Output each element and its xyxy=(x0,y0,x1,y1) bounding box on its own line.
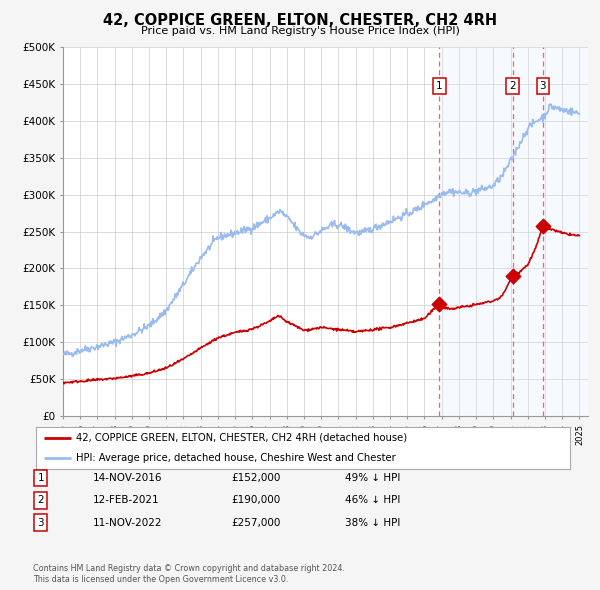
Point xyxy=(434,299,444,309)
Text: 38% ↓ HPI: 38% ↓ HPI xyxy=(345,518,400,527)
Text: 46% ↓ HPI: 46% ↓ HPI xyxy=(345,496,400,505)
Text: 2: 2 xyxy=(509,81,516,91)
Text: 12-FEB-2021: 12-FEB-2021 xyxy=(93,496,160,505)
Text: 42, COPPICE GREEN, ELTON, CHESTER, CH2 4RH (detached house): 42, COPPICE GREEN, ELTON, CHESTER, CH2 4… xyxy=(76,432,407,442)
Point xyxy=(508,271,517,281)
Text: 1: 1 xyxy=(436,81,443,91)
Text: 3: 3 xyxy=(539,81,546,91)
Text: 11-NOV-2022: 11-NOV-2022 xyxy=(93,518,163,527)
Point xyxy=(538,222,548,231)
Text: 3: 3 xyxy=(37,518,44,527)
Text: 2: 2 xyxy=(37,496,44,505)
Text: 42, COPPICE GREEN, ELTON, CHESTER, CH2 4RH: 42, COPPICE GREEN, ELTON, CHESTER, CH2 4… xyxy=(103,13,497,28)
Bar xyxy=(439,47,588,416)
Text: HPI: Average price, detached house, Cheshire West and Chester: HPI: Average price, detached house, Ches… xyxy=(76,453,396,463)
Text: 14-NOV-2016: 14-NOV-2016 xyxy=(93,473,163,483)
Text: Contains HM Land Registry data © Crown copyright and database right 2024.: Contains HM Land Registry data © Crown c… xyxy=(33,565,345,573)
Text: £190,000: £190,000 xyxy=(231,496,280,505)
Text: Price paid vs. HM Land Registry's House Price Index (HPI): Price paid vs. HM Land Registry's House … xyxy=(140,26,460,36)
Text: 1: 1 xyxy=(37,473,44,483)
Text: £152,000: £152,000 xyxy=(231,473,280,483)
Text: This data is licensed under the Open Government Licence v3.0.: This data is licensed under the Open Gov… xyxy=(33,575,289,584)
Text: 49% ↓ HPI: 49% ↓ HPI xyxy=(345,473,400,483)
Text: £257,000: £257,000 xyxy=(231,518,280,527)
